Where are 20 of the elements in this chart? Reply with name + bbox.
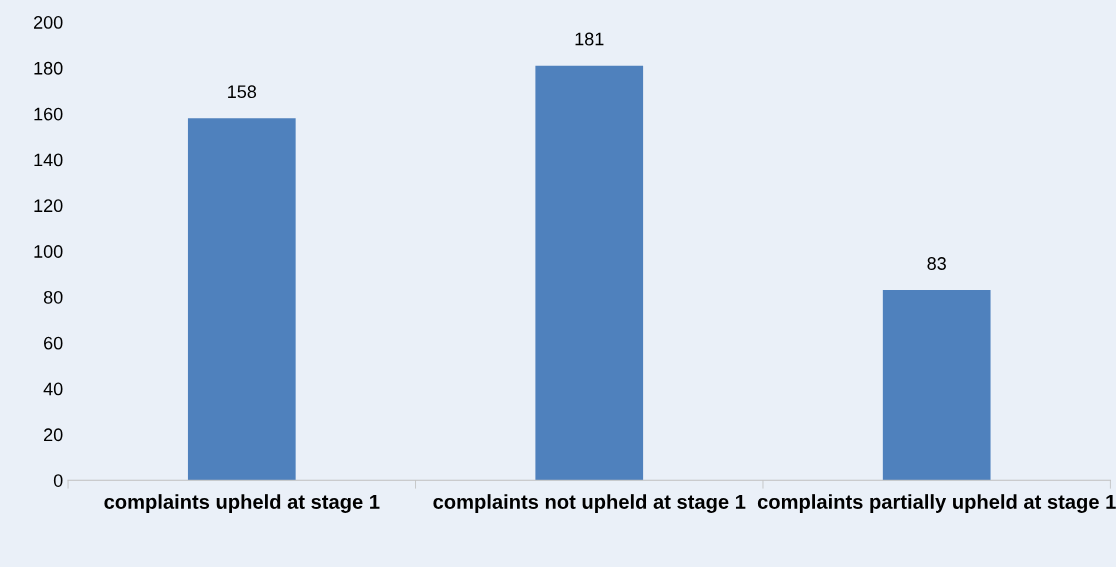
y-tick-label: 120: [34, 199, 63, 213]
y-tick-label: 40: [43, 382, 63, 396]
y-tick-label: 200: [34, 16, 63, 29]
y-tick-label: 100: [34, 245, 63, 258]
bar: [187, 118, 296, 481]
y-tick-label: 80: [43, 290, 63, 304]
data-label: 158: [228, 85, 257, 99]
y-tick-label: 140: [34, 153, 63, 167]
data-label: 83: [927, 257, 946, 270]
y-tick-label: 180: [34, 61, 63, 75]
x-tick-label: complaints partially upheld at stage 1: [757, 494, 1116, 513]
y-tick-label: 160: [34, 107, 63, 121]
y-tick-label: 60: [44, 336, 63, 350]
y-tick-label: 0: [53, 474, 63, 487]
bar: [882, 290, 991, 481]
x-tick-label: complaints not upheld at stage 1: [433, 494, 746, 513]
data-label: 181: [575, 32, 604, 46]
bar: [535, 65, 644, 481]
y-tick-label: 20: [44, 428, 63, 442]
x-tick-label: complaints upheld at stage 1: [104, 494, 380, 513]
